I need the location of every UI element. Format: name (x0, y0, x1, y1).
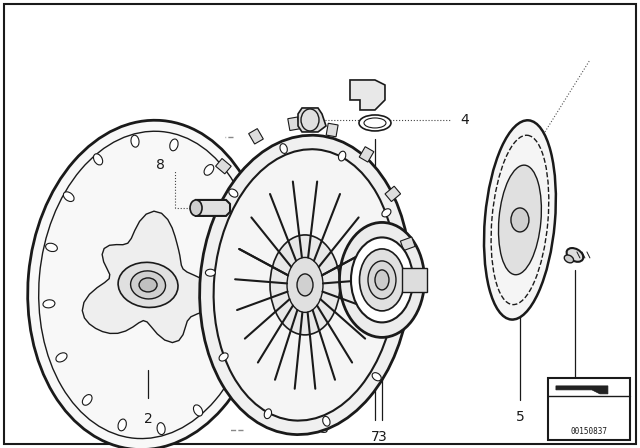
Bar (401, 237, 415, 250)
Ellipse shape (157, 422, 165, 435)
Ellipse shape (287, 258, 323, 312)
Bar (548, 378, 630, 440)
Ellipse shape (28, 120, 268, 448)
Text: 7: 7 (371, 430, 380, 444)
Ellipse shape (43, 300, 55, 308)
Polygon shape (298, 108, 326, 132)
Ellipse shape (368, 261, 396, 299)
Ellipse shape (511, 208, 529, 232)
Ellipse shape (323, 416, 330, 426)
Ellipse shape (375, 270, 389, 290)
Ellipse shape (339, 151, 346, 161)
Ellipse shape (131, 271, 166, 299)
Ellipse shape (241, 262, 253, 270)
Ellipse shape (93, 154, 102, 165)
Ellipse shape (118, 419, 126, 431)
Ellipse shape (204, 164, 214, 175)
Ellipse shape (228, 189, 238, 197)
Ellipse shape (170, 139, 178, 151)
Text: 5: 5 (516, 410, 524, 424)
Ellipse shape (499, 165, 541, 275)
Ellipse shape (118, 263, 178, 307)
Ellipse shape (139, 278, 157, 292)
Text: 00150837: 00150837 (570, 427, 607, 436)
Ellipse shape (205, 269, 216, 276)
Ellipse shape (131, 135, 139, 147)
Bar (288, 117, 300, 130)
Ellipse shape (193, 405, 203, 416)
Ellipse shape (382, 209, 391, 217)
Polygon shape (83, 211, 218, 343)
Text: 4: 4 (460, 113, 468, 127)
Ellipse shape (566, 248, 583, 262)
Ellipse shape (45, 243, 58, 252)
Polygon shape (196, 200, 230, 216)
Ellipse shape (280, 144, 287, 153)
Bar (385, 186, 401, 202)
Ellipse shape (222, 368, 233, 378)
Ellipse shape (395, 293, 404, 301)
Bar (402, 268, 427, 292)
Ellipse shape (564, 255, 573, 263)
Ellipse shape (297, 274, 313, 296)
Ellipse shape (484, 121, 556, 319)
Bar (359, 146, 374, 162)
Text: 1- RS: 1- RS (292, 422, 328, 436)
Ellipse shape (83, 395, 92, 405)
Ellipse shape (219, 353, 228, 361)
Ellipse shape (351, 237, 413, 323)
Text: 6: 6 (570, 400, 579, 414)
Ellipse shape (359, 115, 391, 131)
Ellipse shape (63, 192, 74, 202)
Polygon shape (556, 386, 608, 394)
Ellipse shape (229, 208, 240, 217)
Bar (216, 159, 231, 174)
Text: 2: 2 (143, 412, 152, 426)
Ellipse shape (239, 318, 250, 327)
Ellipse shape (372, 373, 381, 381)
Ellipse shape (264, 409, 271, 418)
Ellipse shape (270, 235, 340, 335)
Text: 8: 8 (156, 158, 164, 172)
Ellipse shape (360, 249, 404, 311)
Bar (326, 123, 338, 137)
Bar (249, 129, 263, 144)
Polygon shape (350, 80, 385, 110)
Ellipse shape (56, 353, 67, 362)
Text: 3: 3 (378, 430, 387, 444)
Ellipse shape (190, 200, 202, 216)
Ellipse shape (339, 222, 424, 337)
Ellipse shape (200, 135, 410, 435)
Ellipse shape (301, 109, 319, 131)
Bar (193, 203, 207, 216)
Ellipse shape (214, 149, 396, 421)
